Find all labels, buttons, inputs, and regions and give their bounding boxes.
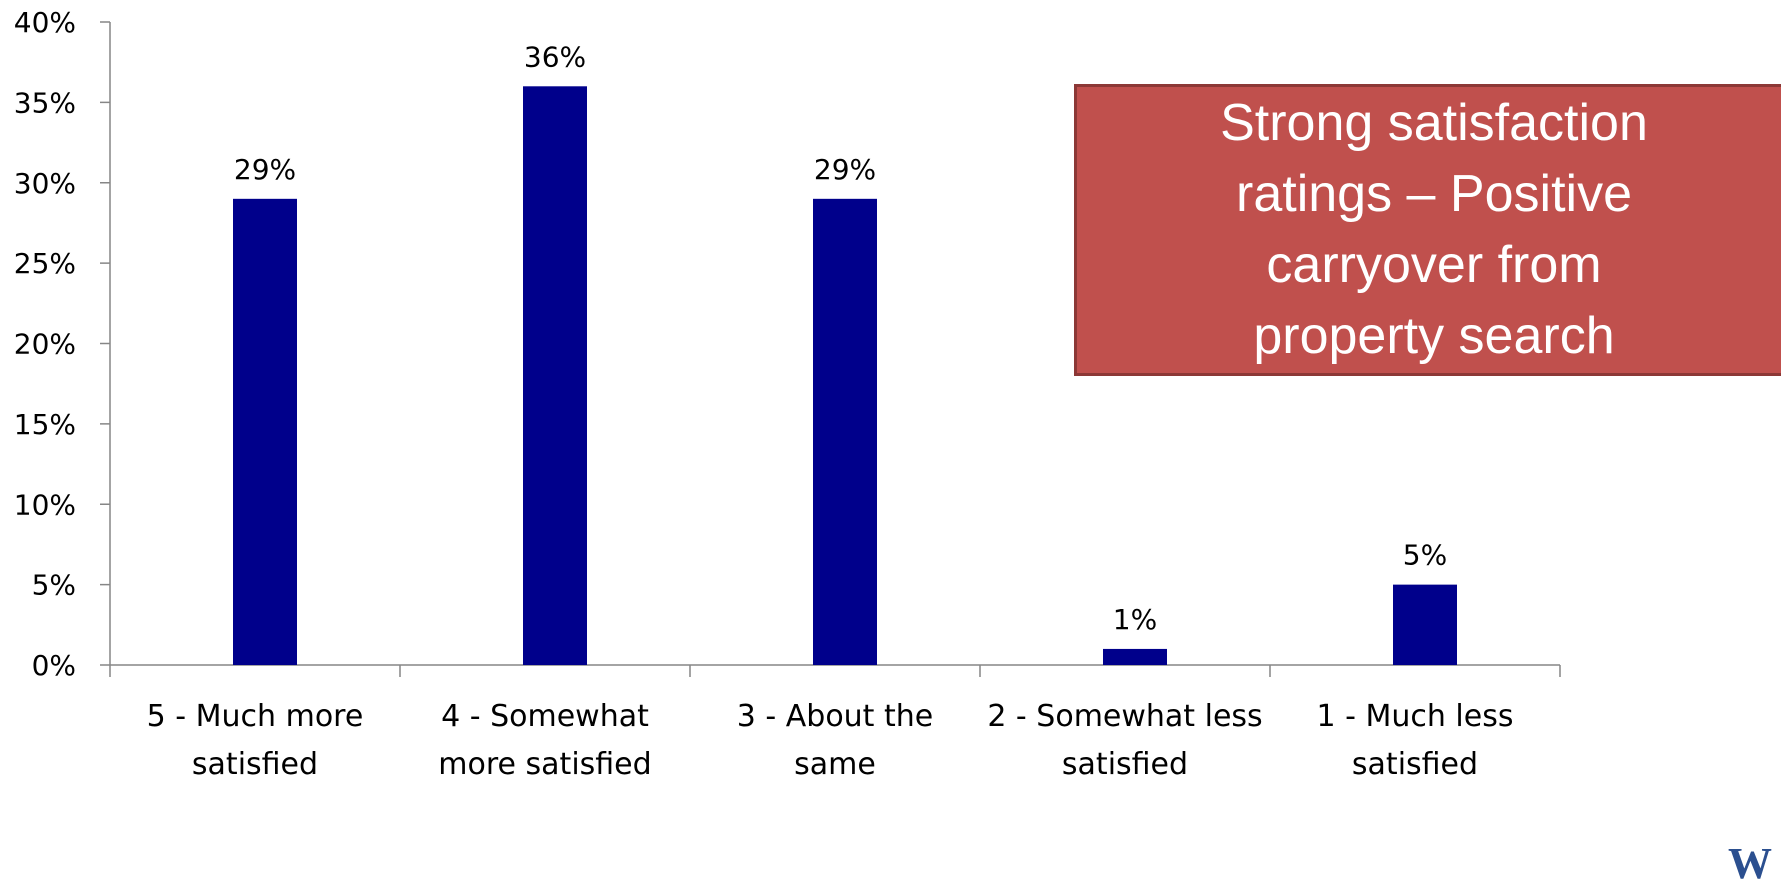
callout-box: Strong satisfaction ratings – Positive c… — [1074, 84, 1781, 376]
bar — [1393, 584, 1457, 665]
y-tick-label: 25% — [14, 247, 76, 280]
data-label: 1% — [1113, 603, 1157, 636]
x-category-label: 1 - Much less — [1317, 699, 1514, 734]
data-label: 29% — [814, 153, 876, 186]
y-tick-label: 30% — [14, 167, 76, 200]
bar — [1103, 648, 1167, 665]
x-category-label: 4 - Somewhat — [441, 699, 649, 734]
y-tick-label: 0% — [32, 649, 76, 682]
x-category-label: satisfied — [1352, 747, 1478, 782]
y-tick-label: 5% — [32, 569, 76, 602]
x-category-label: same — [794, 747, 876, 782]
data-label: 5% — [1403, 539, 1447, 572]
y-tick-label: 10% — [14, 488, 76, 521]
bar — [813, 198, 877, 665]
y-tick-label: 35% — [14, 86, 76, 119]
x-category-label: 2 - Somewhat less — [987, 699, 1262, 734]
x-category-label: more satisfied — [438, 747, 651, 782]
x-category-label: 5 - Much more — [147, 699, 364, 734]
bar — [523, 86, 587, 666]
y-tick-label: 15% — [14, 408, 76, 441]
data-label: 29% — [234, 153, 296, 186]
callout-text: Strong satisfaction ratings – Positive c… — [1220, 94, 1648, 365]
x-category-label: satisfied — [192, 747, 318, 782]
data-label: 36% — [524, 40, 586, 73]
x-category-label: satisfied — [1062, 747, 1188, 782]
y-tick-label: 20% — [14, 328, 76, 361]
y-tick-label: 40% — [14, 6, 76, 39]
brand-logo: W — [1728, 839, 1772, 888]
bar — [233, 198, 297, 665]
x-category-label: 3 - About the — [737, 699, 933, 734]
